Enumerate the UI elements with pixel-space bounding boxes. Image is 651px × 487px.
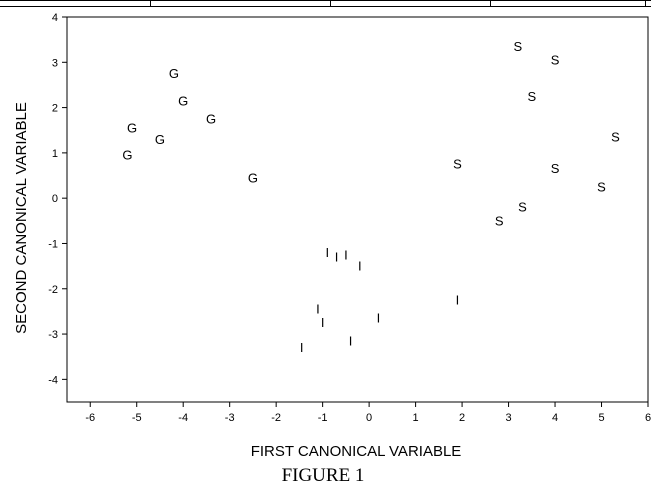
data-point-i: I <box>300 340 304 355</box>
y-tick-label: 4 <box>52 12 58 24</box>
y-axis-title: SECOND CANONICAL VARIABLE <box>13 102 30 334</box>
x-tick-label: -5 <box>132 412 142 424</box>
data-point-s: S <box>527 89 536 104</box>
data-point-i: I <box>325 245 329 260</box>
x-tick-label: 6 <box>645 412 651 424</box>
y-axis: -4 -3 -2 -1 0 1 2 3 4 <box>48 12 67 386</box>
data-point-i: I <box>358 259 362 274</box>
data-point-i: I <box>349 333 353 348</box>
x-tick-label: -1 <box>318 412 328 424</box>
y-tick-label: -3 <box>48 329 58 341</box>
x-tick-label: -2 <box>271 412 281 424</box>
data-point-i: I <box>377 311 381 326</box>
data-point-g: G <box>206 111 216 126</box>
x-tick-label: -4 <box>178 412 188 424</box>
x-tick-label: 5 <box>598 412 604 424</box>
y-tick-label: 3 <box>52 57 58 69</box>
x-tick-label: -3 <box>225 412 235 424</box>
data-point-s: S <box>551 53 560 68</box>
y-tick-label: -1 <box>48 238 58 250</box>
x-tick-label: 4 <box>552 412 558 424</box>
y-tick-label: 0 <box>52 193 58 205</box>
plot-frame <box>66 16 649 403</box>
x-axis-title: FIRST CANONICAL VARIABLE <box>251 443 462 460</box>
data-point-g: G <box>127 120 137 135</box>
data-point-s: S <box>518 200 527 215</box>
data-point-i: I <box>344 247 348 262</box>
data-point-g: G <box>122 148 132 163</box>
data-point-g: G <box>169 66 179 81</box>
data-point-i: I <box>335 250 339 265</box>
data-point-i: I <box>456 293 460 308</box>
x-axis: -6 -5 -4 -3 -2 -1 0 1 2 3 4 5 6 <box>85 402 651 424</box>
x-tick-label: 2 <box>459 412 465 424</box>
data-point-s: S <box>453 157 462 172</box>
data-point-s: S <box>551 161 560 176</box>
y-tick-label: 2 <box>52 103 58 115</box>
data-point-i: I <box>321 315 325 330</box>
data-point-i: I <box>316 302 320 317</box>
top-table-remnant <box>0 0 651 7</box>
data-point-s: S <box>495 213 504 228</box>
data-point-s: S <box>597 179 606 194</box>
x-tick-label: 3 <box>505 412 511 424</box>
y-tick-label: -4 <box>48 374 58 386</box>
data-point-s: S <box>611 130 620 145</box>
y-tick-label: 1 <box>52 148 58 160</box>
data-point-g: G <box>178 93 188 108</box>
x-tick-label: 1 <box>413 412 419 424</box>
x-tick-label: 0 <box>366 412 372 424</box>
data-point-s: S <box>514 39 523 54</box>
data-point-g: G <box>155 132 165 147</box>
x-tick-label: -6 <box>85 412 95 424</box>
y-tick-label: -2 <box>48 284 58 296</box>
figure-caption: FIGURE 1 <box>282 465 365 486</box>
data-point-g: G <box>248 170 258 185</box>
